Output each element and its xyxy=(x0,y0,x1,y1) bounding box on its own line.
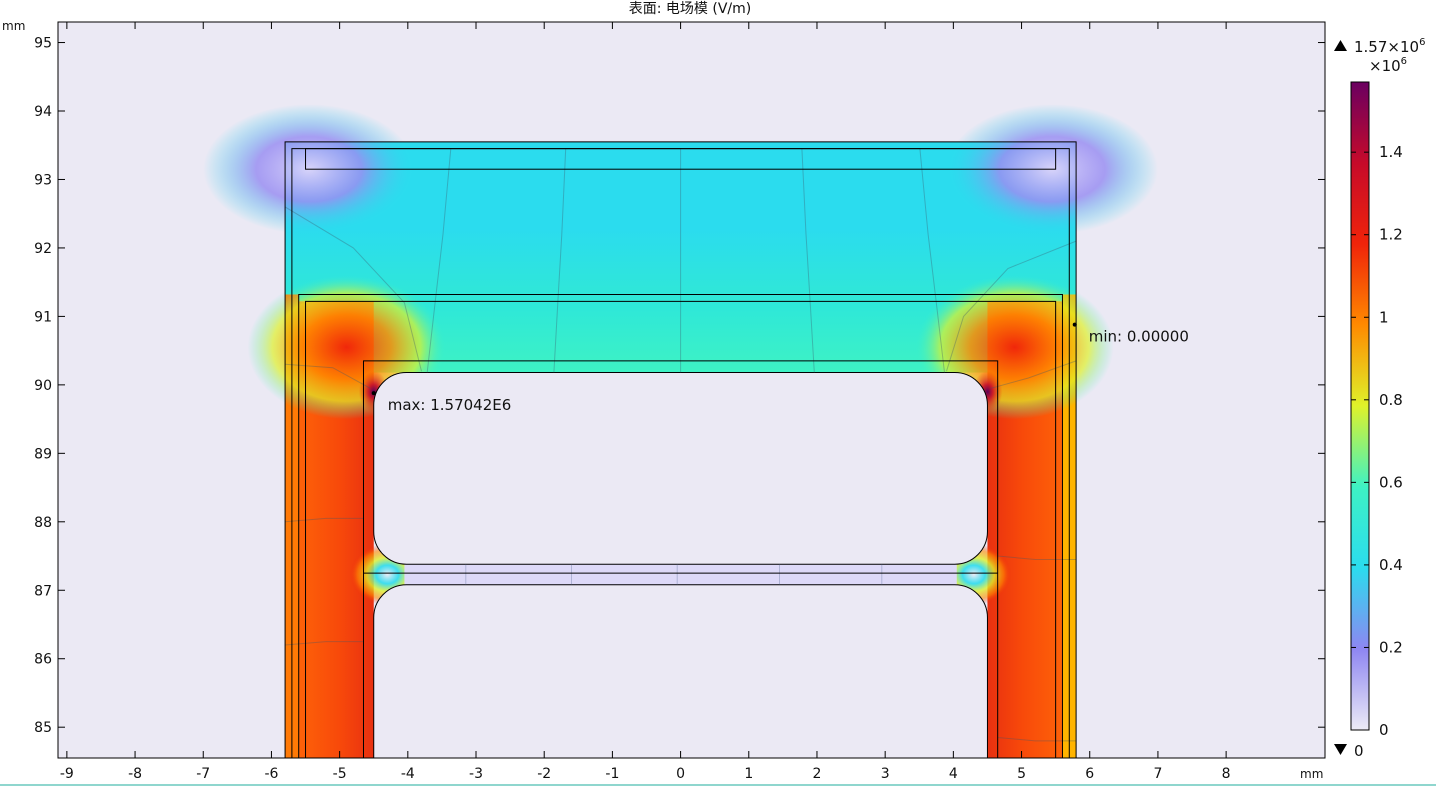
y-tick-label: 93 xyxy=(34,172,52,188)
x-tick-label: -3 xyxy=(469,766,483,782)
max-label: max: 1.57042E6 xyxy=(388,396,512,414)
y-tick-label: 94 xyxy=(34,104,52,120)
y-tick-label: 90 xyxy=(34,378,52,394)
y-axis-ticks: 85 86 87 88 89 90 91 92 93 94 95 xyxy=(34,36,1325,736)
chart-title: 表面: 电场模 (V/m) xyxy=(629,1,751,17)
y-tick-label: 95 xyxy=(34,36,52,52)
colorbar-ticks: 0 0.2 0.4 0.6 0.8 1 1.2 1.4 xyxy=(1351,143,1403,739)
colorbar-max-label: 1.57×106 xyxy=(1354,37,1425,56)
field-line-vertical xyxy=(919,148,945,373)
x-axis-unit: mm xyxy=(1300,767,1323,781)
max-marker xyxy=(371,391,376,396)
field-line-vertical xyxy=(801,148,815,373)
lower-conductor-hole xyxy=(373,584,988,758)
x-axis-ticks: -9 -8 -7 -6 -5 -4 -3 -2 -1 0 1 2 3 4 5 6 7 8 xyxy=(60,22,1231,782)
field-line-left-corner xyxy=(285,363,371,389)
min-marker xyxy=(1072,322,1077,327)
middle-box-inner-outline xyxy=(305,300,1057,758)
colorbar-tick-label: 1 xyxy=(1379,308,1389,326)
colorbar-tick-label: 0.8 xyxy=(1379,391,1403,409)
top-electrode-outline xyxy=(305,148,1057,170)
y-tick-label: 89 xyxy=(34,446,52,462)
y-tick-label: 88 xyxy=(34,515,52,531)
x-tick-label: -5 xyxy=(333,766,347,782)
x-tick-label: 1 xyxy=(744,766,753,782)
colorbar-min-label: 0 xyxy=(1354,742,1364,760)
field-gap-strip xyxy=(404,564,957,585)
field-surface xyxy=(203,104,1158,758)
colorbar-gradient xyxy=(1350,81,1370,731)
x-tick-label: 8 xyxy=(1222,766,1231,782)
x-tick-label: 4 xyxy=(949,766,958,782)
y-axis-unit: mm xyxy=(2,19,25,33)
y-tick-label: 91 xyxy=(34,309,52,325)
colorbar-tick-label: 0.2 xyxy=(1379,638,1403,656)
colorbar: 0 0.2 0.4 0.6 0.8 1 1.2 1.4 1.57×106 ×106 0 xyxy=(1334,37,1425,760)
field-top-region xyxy=(285,141,1077,302)
y-tick-label: 85 xyxy=(34,720,52,736)
axes-frame xyxy=(57,21,1326,759)
geometry-outlines xyxy=(284,141,1077,758)
colorbar-tick-label: 1.2 xyxy=(1379,226,1403,244)
y-tick-label: 92 xyxy=(34,241,52,257)
field-contour-lines xyxy=(284,148,1077,742)
colorbar-max-arrow-icon xyxy=(1334,40,1347,51)
x-tick-label: 2 xyxy=(813,766,822,782)
inner-conductor-outline xyxy=(362,360,999,758)
x-tick-label: -7 xyxy=(196,766,210,782)
x-tick-label: 6 xyxy=(1085,766,1094,782)
field-line-right-arc xyxy=(946,240,1077,372)
colorbar-tick-label: 0.6 xyxy=(1379,473,1403,491)
colorbar-tick-label: 0 xyxy=(1379,721,1389,739)
x-tick-label: -2 xyxy=(537,766,551,782)
annotations: max: 1.57042E6 min: 0.00000 xyxy=(371,322,1189,414)
colorbar-tick-label: 0.4 xyxy=(1379,556,1403,574)
field-line-vertical xyxy=(553,148,567,373)
field-line-left-arc xyxy=(284,206,422,372)
middle-box-outer-outline xyxy=(298,293,1063,758)
field-line-right-corner xyxy=(990,360,1077,389)
colorbar-tick-label: 1.4 xyxy=(1379,143,1403,161)
min-label: min: 0.00000 xyxy=(1089,328,1189,346)
x-tick-label: -1 xyxy=(605,766,619,782)
outer-boundary xyxy=(284,141,1077,758)
colorbar-scale-label: ×106 xyxy=(1369,56,1407,75)
x-tick-label: 5 xyxy=(1017,766,1026,782)
y-tick-label: 87 xyxy=(34,583,52,599)
colorbar-min-arrow-icon xyxy=(1334,744,1347,755)
bottom-accent-line xyxy=(0,784,1436,786)
x-tick-label: -9 xyxy=(60,766,74,782)
x-tick-label: -6 xyxy=(264,766,278,782)
y-tick-label: 86 xyxy=(34,652,52,668)
x-tick-label: 3 xyxy=(881,766,890,782)
x-tick-label: 7 xyxy=(1153,766,1162,782)
x-tick-label: -8 xyxy=(128,766,142,782)
x-tick-label: -4 xyxy=(401,766,415,782)
field-line-vertical xyxy=(426,148,452,373)
upper-conductor-hole xyxy=(373,372,988,565)
x-tick-label: 0 xyxy=(676,766,685,782)
